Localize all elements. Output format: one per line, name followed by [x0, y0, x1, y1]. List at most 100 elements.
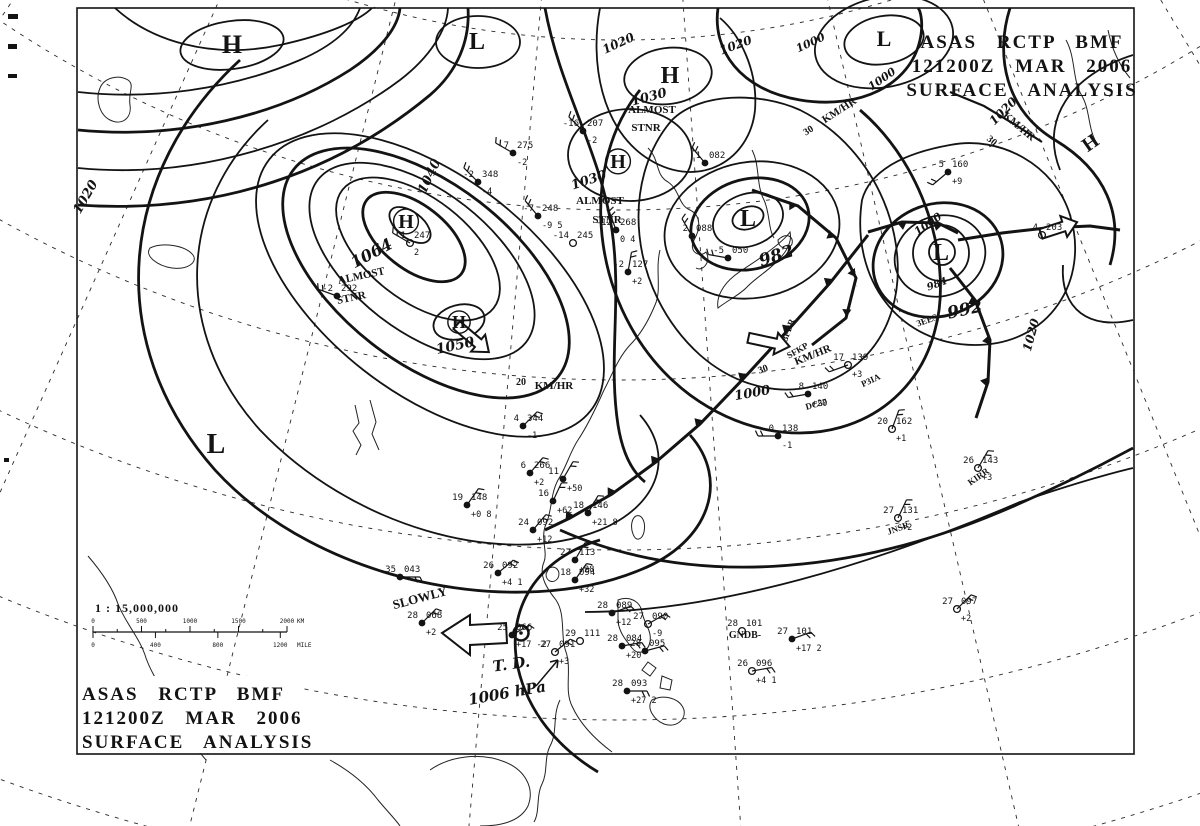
- wind-barb-shaft: [621, 641, 642, 647]
- wind-barb-tick: [317, 283, 319, 290]
- station-subvalue: -1: [527, 431, 537, 441]
- station-plot: 4 344 -1: [514, 411, 543, 441]
- wind-barb-tick: [478, 488, 485, 491]
- high-center-symbol: H: [452, 312, 466, 332]
- annotation-label: 20: [516, 377, 526, 388]
- wind-barb-tick: [630, 605, 636, 611]
- station-plot: 24 092 +12: [518, 514, 553, 545]
- graticule-meridian: [983, 0, 1200, 537]
- station-plot: 11 +50: [548, 461, 582, 494]
- station-temperature: 28: [612, 679, 623, 689]
- low-center-symbol: L: [933, 240, 949, 266]
- wind-barb-tick: [475, 492, 482, 495]
- wind-barb-tick: [568, 111, 572, 118]
- station-temperature: 5: [939, 160, 944, 170]
- wind-barb-tick: [631, 250, 638, 253]
- bottom-left-title-block: ASAS RCTP BMF 121200Z MAR 2006 SURFACE A…: [79, 676, 311, 753]
- top-right-title-block: ASAS RCTP BMF 121200Z MAR 2006 SURFACE A…: [906, 32, 1135, 101]
- wind-barb-tick: [810, 631, 816, 637]
- graticule-meridian: [189, 0, 397, 826]
- high-center-symbol: H: [661, 63, 680, 89]
- station-temperature: -12: [596, 218, 612, 228]
- title-line: ASAS RCTP BMF: [921, 32, 1124, 53]
- wind-barb-tick: [898, 409, 905, 411]
- station-plot: 18 094 +32: [560, 563, 595, 595]
- isobar: [77, 7, 361, 96]
- scan-artifact: [4, 458, 9, 462]
- station-plot: 27 113 +28: [560, 542, 595, 575]
- station-subvalue: +2: [632, 277, 642, 287]
- station-temperature: 11: [548, 467, 559, 477]
- wind-barb-shaft: [554, 638, 571, 653]
- wind-barb-tick: [987, 450, 995, 452]
- high-center-symbol: H: [398, 211, 414, 233]
- wind-barb-tick: [566, 641, 573, 646]
- station-subvalue: +3: [982, 473, 992, 483]
- isobar: [513, 538, 601, 774]
- station-temperature: 2: [683, 224, 688, 234]
- wind-barb-shaft: [562, 461, 574, 480]
- wind-barb-tick: [784, 392, 789, 398]
- annotation-label: 30: [801, 124, 815, 139]
- station-subvalue: +4 1: [502, 578, 522, 588]
- isobar: [543, 7, 646, 484]
- graticule-parallel: [0, 410, 1200, 551]
- wind-barb-shaft: [611, 605, 631, 614]
- wind-barb-tick: [524, 194, 529, 201]
- annotation-label: GNDB-: [729, 630, 761, 641]
- ship-callsign-label: 3FDR: [780, 317, 797, 343]
- cold-front: [948, 267, 992, 419]
- station-subvalue: +1: [896, 434, 906, 444]
- wind-barb-tick: [608, 206, 614, 212]
- isobar: [584, 467, 1134, 613]
- station-circle: [575, 636, 585, 646]
- low-center-symbol: L: [877, 26, 892, 51]
- movement-arrow: [452, 319, 491, 354]
- station-temperature: -7: [523, 204, 534, 214]
- station-pressure: 247: [414, 231, 430, 241]
- station-pressure: 245: [577, 231, 593, 241]
- station-subvalue: +17 2: [796, 644, 822, 654]
- isobar: [77, 7, 402, 134]
- wind-barb-tick: [610, 211, 616, 217]
- movement-arrow: [746, 330, 792, 357]
- wind-barb-tick: [711, 249, 714, 256]
- station-plot: -14 245: [553, 231, 593, 248]
- station-temperature: 29: [565, 629, 576, 639]
- station-plot: 5 160 +9: [926, 160, 968, 187]
- station-subvalue: +2: [902, 523, 912, 533]
- wind-barb-tick: [641, 642, 646, 648]
- station-temperature: 27: [540, 640, 551, 650]
- station-pressure: 268: [620, 218, 636, 228]
- wind-barb-shaft: [647, 613, 666, 625]
- graticule-meridian: [1166, 0, 1200, 747]
- isobar: [1002, 7, 1117, 266]
- wind-barb-tick: [321, 284, 324, 291]
- station-pressure: 088: [696, 224, 712, 234]
- station-temperature: -5: [713, 246, 724, 256]
- annotation-label: STNR: [631, 122, 661, 134]
- annotation-label: KM/HR: [1000, 110, 1038, 145]
- wind-barb-shaft: [392, 232, 411, 244]
- station-pressure: 101: [796, 627, 812, 637]
- wind-barb-tick: [759, 430, 764, 437]
- station-subvalue: -2: [517, 158, 527, 168]
- station-subvalue: +62: [557, 506, 572, 516]
- wind-barb-tick: [583, 567, 590, 570]
- station-subvalue: -9 5: [542, 221, 562, 231]
- station-temperature: 27: [560, 548, 571, 558]
- station-pressure: 203: [1046, 223, 1062, 233]
- station-subvalue: +27 2: [631, 696, 657, 706]
- station-pressure: 092: [537, 518, 553, 528]
- wind-barb-shaft: [627, 252, 633, 273]
- wind-barb-tick: [533, 414, 540, 419]
- graticule-meridian: [468, 0, 542, 826]
- wind-barb-shaft: [524, 200, 539, 217]
- station-temperature: 28: [630, 639, 641, 649]
- station-temperature: 0: [769, 424, 774, 434]
- station-temperature: -1: [395, 231, 406, 241]
- wind-barb-tick: [545, 514, 552, 517]
- station-temperature: 4: [1033, 223, 1038, 233]
- isobar-value-label: 982: [756, 241, 796, 271]
- station-temperature: 17: [833, 353, 844, 363]
